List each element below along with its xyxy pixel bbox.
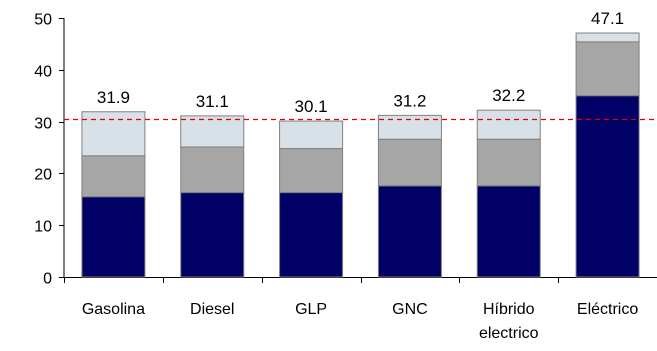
bar-segment-2 bbox=[476, 138, 541, 187]
total-labels: 31.9 31.1 30.1 31.2 32.2 47.1 bbox=[97, 9, 624, 116]
bar-segment-1 bbox=[279, 192, 344, 278]
x-tick-label: Híbrido bbox=[483, 301, 535, 318]
x-tick-label: electrico bbox=[479, 325, 539, 342]
bar-segment-1 bbox=[575, 95, 640, 278]
total-label: 30.1 bbox=[295, 97, 328, 116]
bar-segment-2 bbox=[81, 155, 146, 198]
bar-segment-3 bbox=[575, 32, 640, 43]
y-tick-label: 0 bbox=[43, 271, 52, 288]
total-label: 31.2 bbox=[393, 91, 426, 110]
y-tick-label: 20 bbox=[34, 167, 52, 184]
y-tick-label: 50 bbox=[34, 12, 52, 29]
bar-segment-2 bbox=[279, 148, 344, 194]
bar-segment-2 bbox=[377, 138, 442, 187]
bar-segment-1 bbox=[476, 185, 541, 278]
x-tick-label: GLP bbox=[295, 301, 327, 318]
total-label: 31.9 bbox=[97, 88, 130, 107]
bar-segment-3 bbox=[180, 115, 245, 148]
bar-segment-3 bbox=[377, 114, 442, 140]
total-label: 47.1 bbox=[591, 9, 624, 28]
bars bbox=[81, 32, 640, 278]
bar-segment-3 bbox=[476, 109, 541, 140]
bar-segment-3 bbox=[81, 111, 146, 157]
y-axis: 0 10 20 30 40 50 bbox=[34, 12, 65, 288]
bar-segment-2 bbox=[180, 146, 245, 194]
bar-segment-1 bbox=[377, 185, 442, 278]
total-label: 32.2 bbox=[492, 86, 525, 105]
bar-segment-3 bbox=[279, 120, 344, 150]
x-axis: Gasolina Diesel GLP GNC Híbrido electrico Eléc… bbox=[64, 277, 657, 342]
y-tick-label: 10 bbox=[34, 219, 52, 236]
y-tick-label: 40 bbox=[34, 64, 52, 81]
x-tick-label: Diesel bbox=[190, 301, 234, 318]
x-tick-label: Eléctrico bbox=[577, 301, 638, 318]
bar-segment-1 bbox=[81, 196, 146, 278]
bar-segment-2 bbox=[575, 41, 640, 97]
total-label: 31.1 bbox=[196, 92, 229, 111]
x-tick-label: GNC bbox=[392, 301, 428, 318]
x-tick-label: Gasolina bbox=[82, 301, 145, 318]
bar-segment-1 bbox=[180, 192, 245, 278]
y-tick-label: 30 bbox=[34, 116, 52, 133]
